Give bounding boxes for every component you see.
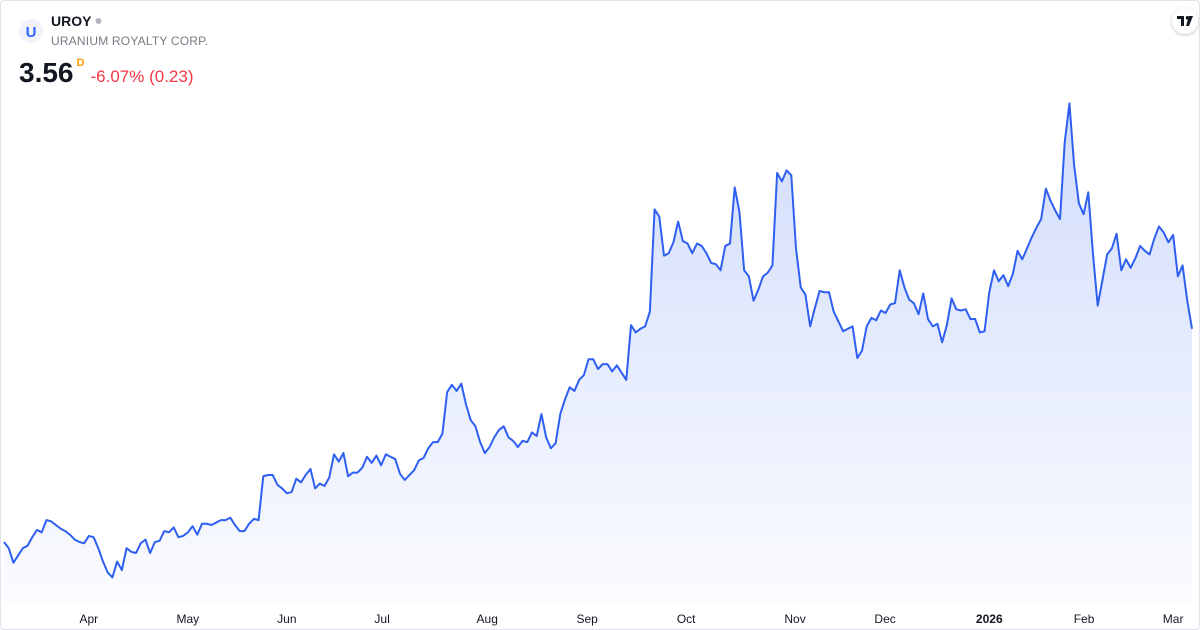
logo-dot	[1185, 15, 1190, 20]
company-name: URANIUM ROYALTY CORP.	[51, 34, 208, 48]
x-tick-label: May	[177, 612, 200, 626]
price-change: -6.07% (0.23)	[91, 67, 194, 86]
x-tick-label: Dec	[874, 612, 895, 626]
x-tick-label: Sep	[576, 612, 598, 626]
x-tick-label: Apr	[80, 612, 99, 626]
x-tick-label: Oct	[677, 612, 696, 626]
logo-circle	[19, 19, 43, 43]
plot-area	[3, 102, 1193, 606]
logo-badge[interactable]	[1172, 8, 1198, 34]
symbol: UROY	[51, 13, 92, 29]
x-tick-label: Jul	[374, 612, 389, 626]
area-fill	[4, 103, 1192, 606]
delay-flag: D	[77, 57, 85, 69]
x-tick-label: Aug	[477, 612, 498, 626]
price-line	[3, 102, 1193, 579]
tradingview-logo[interactable]	[1172, 8, 1198, 34]
x-axis: Apr May Jun Jul Aug Sep Oct Nov Dec 2026 Feb Mar	[80, 612, 1184, 626]
x-tick-label: Jun	[277, 612, 296, 626]
x-tick-label: Mar	[1163, 612, 1184, 626]
x-tick-label: Feb	[1074, 612, 1095, 626]
header: U UROY URANIUM ROYALTY CORP. 3.56 D -6.0…	[19, 13, 208, 88]
x-tick-label: Nov	[784, 612, 805, 626]
status-dot	[95, 18, 102, 24]
logo-letter: U	[26, 24, 37, 41]
price: 3.56	[19, 57, 74, 88]
x-tick-label: 2026	[976, 612, 1003, 626]
